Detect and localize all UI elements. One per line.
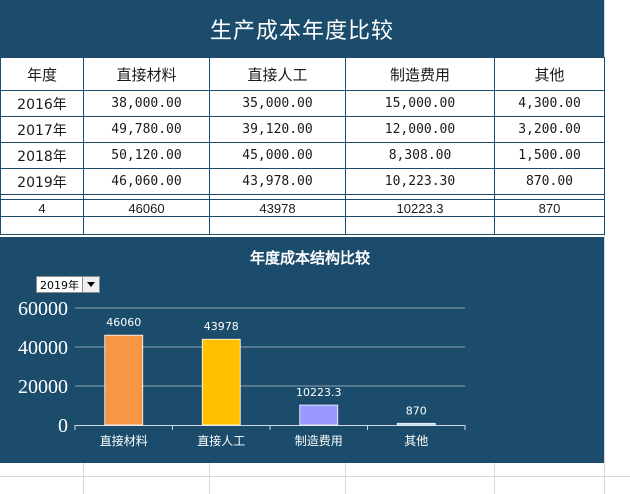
cell-year[interactable]: 2017年: [0, 116, 84, 143]
empty-cell[interactable]: [494, 216, 605, 235]
cell-year[interactable]: 2019年: [0, 168, 84, 195]
summary-row: 4 46060 43978 10223.3 870: [0, 199, 605, 217]
cost-table: 年度 直接材料 直接人工 制造费用 其他 2016年 38,000.00 35,…: [0, 57, 605, 235]
data-label: 46060: [106, 316, 141, 329]
x-tick-label: 其他: [404, 434, 428, 448]
cell-labor[interactable]: 35,000.00: [209, 90, 346, 117]
cell-overhead[interactable]: 10,223.30: [345, 168, 495, 195]
x-tick-label: 制造费用: [295, 434, 343, 448]
summary-cell-labor[interactable]: 43978: [209, 199, 346, 217]
bar: [104, 334, 144, 426]
y-tick-label: 60000: [18, 298, 68, 320]
header-cell-materials[interactable]: 直接材料: [83, 57, 210, 91]
header-cell-year[interactable]: 年度: [0, 57, 84, 91]
chevron-down-icon: [87, 282, 95, 287]
empty-cell[interactable]: [345, 216, 495, 235]
header-cell-overhead[interactable]: 制造费用: [345, 57, 495, 91]
bar: [396, 422, 436, 426]
cell-materials[interactable]: 46,060.00: [83, 168, 210, 195]
empty-cell[interactable]: [209, 216, 346, 235]
data-label: 870: [406, 404, 427, 417]
cell-materials[interactable]: 38,000.00: [83, 90, 210, 117]
bar: [299, 404, 339, 426]
chart-title: 年度成本结构比较: [249, 249, 370, 267]
x-tick-label: 直接人工: [197, 433, 245, 448]
x-tick-label: 直接材料: [100, 433, 148, 448]
summary-cell-materials[interactable]: 46060: [83, 199, 210, 217]
data-label: 10223.3: [296, 386, 342, 399]
cell-other[interactable]: 1,500.00: [494, 142, 605, 169]
cell-labor[interactable]: 45,000.00: [209, 142, 346, 169]
y-tick-label: 0: [58, 415, 68, 437]
summary-cell-overhead[interactable]: 10223.3: [345, 199, 495, 217]
summary-cell-other[interactable]: 870: [494, 199, 605, 217]
bar: [201, 338, 241, 426]
cell-other[interactable]: 3,200.00: [494, 116, 605, 143]
empty-cell[interactable]: [0, 216, 84, 235]
year-dropdown[interactable]: 2019年: [36, 276, 100, 293]
data-label: 43978: [204, 320, 239, 333]
cell-labor[interactable]: 43,978.00: [209, 168, 346, 195]
header-cell-labor[interactable]: 直接人工: [209, 57, 346, 91]
cell-labor[interactable]: 39,120.00: [209, 116, 346, 143]
header-cell-other[interactable]: 其他: [494, 57, 605, 91]
cell-overhead[interactable]: 8,308.00: [345, 142, 495, 169]
summary-cell-index[interactable]: 4: [0, 199, 84, 217]
cell-materials[interactable]: 50,120.00: [83, 142, 210, 169]
cell-materials[interactable]: 49,780.00: [83, 116, 210, 143]
table-row: 2017年 49,780.00 39,120.00 12,000.00 3,20…: [0, 116, 605, 143]
cell-other[interactable]: 870.00: [494, 168, 605, 195]
cell-other[interactable]: 4,300.00: [494, 90, 605, 117]
table-row: 2018年 50,120.00 45,000.00 8,308.00 1,500…: [0, 142, 605, 169]
table-header-row: 年度 直接材料 直接人工 制造费用 其他: [0, 57, 605, 91]
y-tick-label: 20000: [18, 376, 68, 398]
table-row: 2019年 46,060.00 43,978.00 10,223.30 870.…: [0, 168, 605, 195]
year-dropdown-value: 2019年: [40, 278, 79, 292]
empty-cell[interactable]: [83, 216, 210, 235]
table-row: 2016年 38,000.00 35,000.00 15,000.00 4,30…: [0, 90, 605, 117]
dropdown-arrow-button[interactable]: [82, 277, 99, 292]
bar-chart: 0 20000 40000 60000 46060 直接材料 43978 直接人工 10223.…: [18, 298, 466, 448]
sheet-title: 生产成本年度比较: [0, 0, 604, 57]
cell-year[interactable]: 2016年: [0, 90, 84, 117]
empty-row: [0, 216, 605, 235]
y-tick-label: 40000: [18, 337, 68, 359]
cell-year[interactable]: 2018年: [0, 142, 84, 169]
cell-overhead[interactable]: 12,000.00: [345, 116, 495, 143]
cell-overhead[interactable]: 15,000.00: [345, 90, 495, 117]
